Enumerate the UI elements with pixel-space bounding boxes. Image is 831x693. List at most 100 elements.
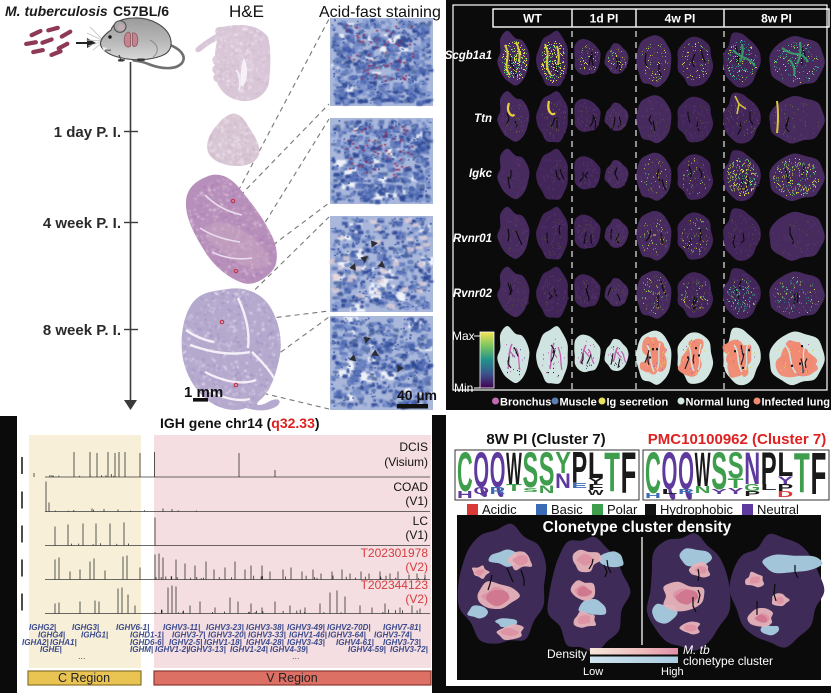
svg-text:Ttn: Ttn <box>474 113 492 125</box>
svg-text:1 day P. I.: 1 day P. I. <box>54 124 121 141</box>
svg-text:IGHV3-20|: IGHV3-20| <box>208 631 246 640</box>
svg-text:4 week P. I.: 4 week P. I. <box>43 215 121 232</box>
svg-text:P: P <box>761 443 777 494</box>
svg-text:IGHV3-73|: IGHV3-73| <box>383 638 421 647</box>
svg-text:Max: Max <box>452 329 475 343</box>
svg-text:IGH gene chr14 (q32.33): IGH gene chr14 (q32.33) <box>160 415 320 431</box>
svg-text:IGHV3-49|: IGHV3-49| <box>287 623 325 632</box>
svg-text:S: S <box>711 442 727 501</box>
svg-text:IGHA2|: IGHA2| <box>22 638 49 647</box>
svg-text:IGHV7-81|: IGHV7-81| <box>383 623 421 632</box>
svg-text:Rvnr01: Rvnr01 <box>453 233 492 245</box>
svg-text:IGHV3-43|: IGHV3-43| <box>287 638 325 647</box>
svg-text:IGHV2-70D|: IGHV2-70D| <box>327 623 371 632</box>
svg-text:IGHV4-61|: IGHV4-61| <box>336 638 374 647</box>
svg-text:N: N <box>539 484 555 496</box>
svg-text:Muscle: Muscle <box>560 397 597 409</box>
svg-text:clonetype cluster: clonetype cluster <box>683 654 773 668</box>
svg-text:S: S <box>539 443 555 496</box>
svg-text:H: H <box>457 490 473 501</box>
svg-text:40 µm: 40 µm <box>397 387 437 403</box>
svg-text:PMC10100962 (Cluster 7): PMC10100962 (Cluster 7) <box>648 431 826 448</box>
svg-text:Y: Y <box>711 489 728 496</box>
svg-text:E: E <box>572 483 589 490</box>
svg-text:...: ... <box>292 651 300 661</box>
svg-text:Y: Y <box>588 476 605 486</box>
svg-text:T202344123: T202344123 <box>361 578 429 592</box>
svg-text:IGHV3-33|: IGHV3-33| <box>248 631 286 640</box>
svg-text:Polar: Polar <box>607 502 638 517</box>
svg-text:IGHE|: IGHE| <box>40 645 62 654</box>
svg-text:(V2): (V2) <box>405 560 428 574</box>
svg-text:IGHV3-7|: IGHV3-7| <box>172 631 205 640</box>
svg-text:W: W <box>695 443 711 497</box>
svg-text:L: L <box>777 446 793 484</box>
svg-text:IGHV3-23|: IGHV3-23| <box>206 623 244 632</box>
svg-text:Clonetype cluster density: Clonetype cluster density <box>543 519 732 536</box>
svg-text:Q: Q <box>490 442 506 498</box>
svg-text:DCIS: DCIS <box>399 440 428 454</box>
svg-text:8 week P. I.: 8 week P. I. <box>43 322 121 339</box>
svg-text:High: High <box>661 666 684 678</box>
svg-text:S: S <box>523 442 539 498</box>
svg-text:L: L <box>588 444 604 486</box>
svg-text:IGHV3-72|: IGHV3-72| <box>390 645 428 654</box>
svg-text:IGHG3|: IGHG3| <box>72 623 99 632</box>
svg-text:T: T <box>728 475 745 491</box>
svg-text:(Visium): (Visium) <box>384 455 428 469</box>
svg-text:G: G <box>744 483 760 494</box>
svg-text:COAD: COAD <box>393 480 428 494</box>
svg-text:IGHG2|: IGHG2| <box>29 623 56 632</box>
svg-text:C: C <box>645 441 661 506</box>
svg-text:(V2): (V2) <box>405 592 428 606</box>
svg-text:T: T <box>604 441 620 503</box>
svg-text:P: P <box>572 444 588 493</box>
svg-text:IGHV1-24|: IGHV1-24| <box>230 645 268 654</box>
svg-text:N: N <box>695 485 711 496</box>
svg-text:IGHV4-39|: IGHV4-39| <box>270 645 308 654</box>
svg-text:T202301978: T202301978 <box>361 546 429 560</box>
svg-text:IGHV2-5|: IGHV2-5| <box>169 638 202 647</box>
svg-text:C57BL/6: C57BL/6 <box>113 3 169 19</box>
svg-text:Q: Q <box>473 486 490 497</box>
svg-text:IGHV3-38|: IGHV3-38| <box>246 623 284 632</box>
svg-text:8W PI (Cluster 7): 8W PI (Cluster 7) <box>486 431 605 448</box>
svg-text:N: N <box>555 470 571 493</box>
svg-text:Density: Density <box>547 647 587 661</box>
svg-text:D: D <box>777 489 793 499</box>
svg-text:Basic: Basic <box>551 502 583 517</box>
svg-text:W: W <box>506 443 522 494</box>
svg-text:IGHV4-59|: IGHV4-59| <box>348 645 386 654</box>
svg-text:IGHV1-18|: IGHV1-18| <box>204 638 242 647</box>
svg-text:(V1): (V1) <box>405 494 428 508</box>
svg-text:LC: LC <box>413 514 429 528</box>
svg-text:1d PI: 1d PI <box>590 12 619 26</box>
svg-text:1 mm: 1 mm <box>184 384 223 401</box>
svg-text:IGHV4-28|: IGHV4-28| <box>246 638 284 647</box>
svg-text:W: W <box>588 490 605 497</box>
svg-text:H&E: H&E <box>229 2 264 21</box>
svg-text:IGHG1|: IGHG1| <box>81 631 108 640</box>
svg-text:Q: Q <box>678 442 694 501</box>
svg-text:Ig secretion: Ig secretion <box>607 397 669 409</box>
svg-text:C: C <box>457 441 473 503</box>
svg-text:WT: WT <box>523 12 542 26</box>
svg-text:F: F <box>811 440 827 507</box>
svg-text:Y: Y <box>777 475 794 487</box>
svg-text:IGHA1|: IGHA1| <box>50 638 77 647</box>
svg-text:...: ... <box>78 651 86 661</box>
svg-text:Acid-fast staining: Acid-fast staining <box>319 4 441 21</box>
svg-text:S: S <box>728 444 744 486</box>
svg-text:R: R <box>678 489 694 496</box>
svg-text:V Region: V Region <box>266 671 317 685</box>
svg-text:T: T <box>506 483 522 494</box>
svg-text:F: F <box>588 482 604 492</box>
svg-text:IGHV3-11|: IGHV3-11| <box>163 623 200 632</box>
svg-text:s: s <box>523 487 539 494</box>
svg-text:Igkc: Igkc <box>469 168 493 180</box>
svg-text:IGHV6-1|: IGHV6-1| <box>116 623 149 632</box>
svg-text:Low: Low <box>583 666 603 678</box>
svg-text:IGHG4|: IGHG4| <box>38 631 65 640</box>
svg-text:R: R <box>490 486 506 497</box>
svg-text:M. tb: M. tb <box>683 643 710 657</box>
